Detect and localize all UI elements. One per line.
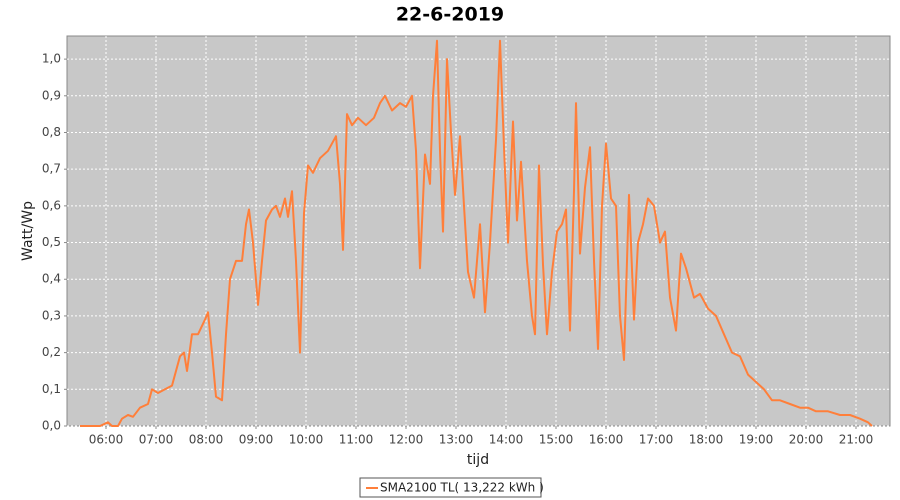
y-tick-label: 0,1 [42,382,61,396]
x-tick-label: 07:00 [139,433,174,447]
x-tick-label: 08:00 [189,433,224,447]
x-tick-label: 12:00 [389,433,424,447]
y-tick-label: 0,5 [42,235,61,249]
x-tick-label: 16:00 [589,433,624,447]
y-axis-label: Watt/Wp [20,201,36,261]
y-tick-label: 0,0 [42,419,61,433]
y-tick-label: 0,7 [42,162,61,176]
legend-box [359,477,542,498]
y-tick-label: 0,9 [42,88,61,102]
series-line [80,39,873,427]
x-tick-label: 17:00 [639,433,674,447]
y-tick-label: 0,3 [42,308,61,322]
x-tick-label: 10:00 [289,433,324,447]
x-tick-label: 15:00 [539,433,574,447]
x-tick-label: 14:00 [489,433,524,447]
y-tick-label: 0,8 [42,125,61,139]
x-tick-label: 06:00 [89,433,124,447]
x-tick-label: 20:00 [789,433,824,447]
x-tick-label: 19:00 [739,433,774,447]
y-tick-label: 0,2 [42,345,61,359]
x-axis-label: tijd [467,452,489,468]
x-tick-label: 11:00 [339,433,374,447]
x-tick-label: 21:00 [839,433,874,447]
x-tick-label: 18:00 [689,433,724,447]
chart-title: 22-6-2019 [396,4,504,26]
y-tick-label: 0,4 [42,272,61,286]
x-tick-label: 09:00 [239,433,274,447]
x-tick-label: 13:00 [439,433,474,447]
y-tick-label: 0,6 [42,198,61,212]
legend-label: SMA2100 TL( 13,222 kWh ) [380,481,544,495]
y-tick-label: 1,0 [42,52,61,66]
